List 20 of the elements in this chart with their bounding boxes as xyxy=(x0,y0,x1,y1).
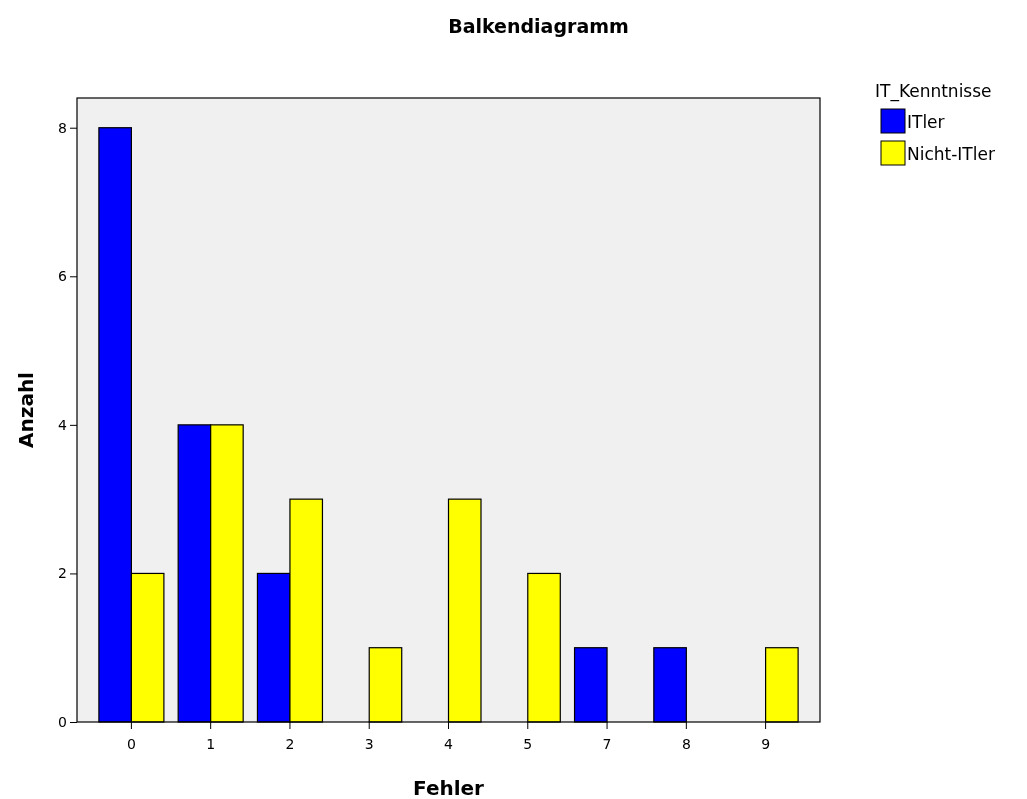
x-tick-label: 1 xyxy=(206,735,216,752)
x-tick-label: 8 xyxy=(681,735,691,752)
chart-title: Balkendiagramm xyxy=(448,15,629,37)
x-tick-label: 0 xyxy=(126,735,136,752)
y-tick-label: 8 xyxy=(58,119,67,136)
x-tick-label: 5 xyxy=(523,735,533,752)
y-axis-title: Anzahl xyxy=(14,372,38,448)
y-tick-label: 6 xyxy=(58,268,68,285)
legend-title: IT_Kenntnisse xyxy=(875,81,992,102)
x-tick-label: 2 xyxy=(285,735,295,752)
x-axis-title: Fehler xyxy=(413,776,485,799)
y-tick-label: 4 xyxy=(58,416,68,433)
x-tick-label: 9 xyxy=(761,735,771,752)
y-tick-label: 2 xyxy=(58,565,67,582)
x-tick-label: 7 xyxy=(602,735,612,752)
legend-label: ITler xyxy=(907,112,945,132)
x-tick-label: 3 xyxy=(364,735,374,752)
legend-label: Nicht-ITler xyxy=(907,144,995,164)
x-tick-label: 4 xyxy=(444,735,454,752)
y-tick-label: 0 xyxy=(58,713,67,730)
